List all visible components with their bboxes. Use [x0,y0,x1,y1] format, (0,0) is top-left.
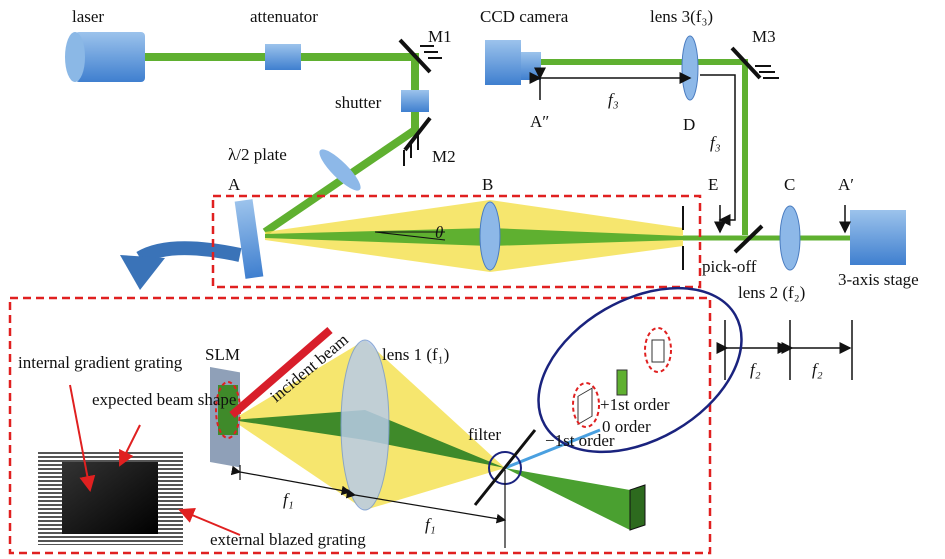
label: C [784,175,795,194]
label: f₁ [425,515,436,534]
label: lens 3(f₃) [650,7,713,26]
label: A′ [838,175,854,194]
label: CCD camera [480,7,569,26]
label: shutter [335,93,382,112]
label: −1st order [545,431,615,450]
label: pick-off [702,257,757,276]
label: SLM [205,345,240,364]
label: λ/2 plate [228,145,287,164]
label: lens 2 (f₂) [738,283,805,302]
label: +1st order [600,395,670,414]
label: internal gradient grating [18,353,183,372]
label: M2 [432,147,456,166]
label: M1 [428,27,452,46]
label: f₃ [710,133,721,152]
label: 3-axis stage [838,270,919,289]
label: E [708,175,718,194]
label: θ [435,223,443,242]
label: A″ [530,112,549,131]
label: f₁ [283,490,294,509]
label: expected beam shape [92,390,236,409]
label: f₃ [608,90,619,109]
label: B [482,175,493,194]
label: attenuator [250,7,318,26]
label: A [228,175,241,194]
label: filter [468,425,501,444]
label: lens 1 (f₁) [382,345,449,364]
label: laser [72,7,104,26]
label: D [683,115,695,134]
label: M3 [752,27,776,46]
label: f₂ [750,360,761,379]
label: f₂ [812,360,823,379]
label: external blazed grating [210,530,366,549]
optical-setup-diagram: laser attenuator CCD camera lens 3(f₃) M… [0,0,945,559]
